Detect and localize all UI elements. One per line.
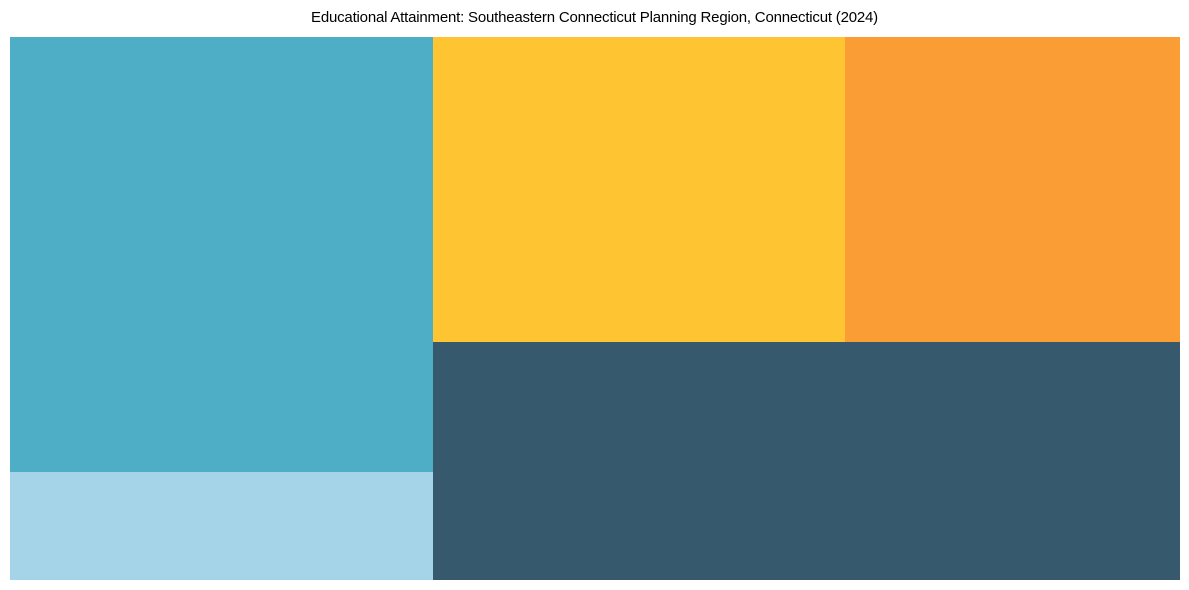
chart-title: Educational Attainment: Southeastern Con… (311, 9, 878, 26)
treemap-tile-dark-slate[interactable] (433, 342, 1180, 580)
treemap-tile-orange[interactable] (845, 37, 1180, 342)
treemap-tile-light-blue[interactable] (10, 472, 433, 580)
treemap-tile-teal[interactable] (10, 37, 433, 472)
treemap-tile-yellow[interactable] (433, 37, 845, 342)
treemap-chart (10, 37, 1180, 580)
